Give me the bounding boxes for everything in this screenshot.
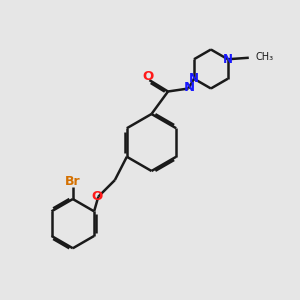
- Text: CH₃: CH₃: [255, 52, 274, 62]
- Text: N: N: [223, 53, 233, 66]
- Text: Br: Br: [65, 175, 81, 188]
- Text: O: O: [92, 190, 103, 203]
- Text: N: N: [184, 81, 195, 94]
- Text: O: O: [142, 70, 154, 83]
- Text: N: N: [189, 72, 199, 85]
